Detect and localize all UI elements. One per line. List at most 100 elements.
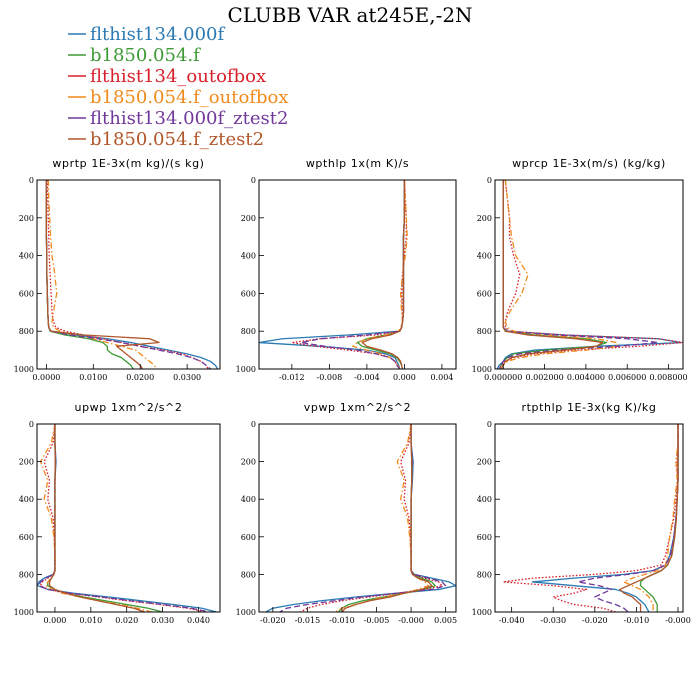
y-tick-label: 400 [477, 252, 492, 261]
series-line [531, 424, 679, 612]
series-line [37, 424, 217, 612]
x-tick-label: 0.000 [43, 616, 66, 625]
y-tick-label: 800 [477, 327, 492, 336]
y-tick-label: 600 [241, 289, 256, 298]
series-line [500, 180, 618, 369]
y-tick-label: 1000 [236, 365, 256, 374]
y-tick-label: 400 [241, 495, 256, 504]
x-tick-label: -0.040 [499, 616, 525, 625]
series-line [498, 180, 659, 369]
y-tick-label: 800 [19, 327, 34, 336]
series-line [279, 424, 447, 612]
chart-panel: vpwp 1xm^2/s^2 -0.020 -0.015 -0.010 -0.005 -0… [236, 401, 457, 625]
x-tick-label: 0.008000 [649, 373, 687, 382]
y-tick-label: 0 [487, 176, 492, 185]
plot-frame [258, 179, 457, 370]
series-line [356, 180, 406, 369]
x-tick-label: -0.004 [354, 373, 380, 382]
y-tick-label: 200 [19, 458, 34, 467]
series-line [39, 424, 206, 612]
y-tick-label: 600 [241, 533, 256, 542]
series-line [39, 424, 152, 612]
series-line [352, 180, 408, 369]
series-line [300, 180, 406, 369]
y-tick-label: 1000 [472, 365, 492, 374]
y-tick-label: 0 [487, 420, 492, 429]
x-tick-label: 0.030 [151, 616, 174, 625]
x-tick-label: 0.002000 [525, 373, 563, 382]
x-tick-label: 0.006000 [608, 373, 646, 382]
y-tick-label: 600 [19, 533, 34, 542]
panel-title: wpthlp 1x(m K)/s [306, 157, 409, 170]
x-tick-label: -0.008 [317, 373, 343, 382]
series-line [38, 424, 210, 612]
legend-entry-label: flthist134_outofbox [90, 66, 266, 87]
y-tick-label: 400 [241, 252, 256, 261]
series-line [639, 424, 679, 612]
y-tick-label: 800 [241, 570, 256, 579]
series-line [259, 180, 406, 369]
panels: wprtp 1E-3x(m kg)/(s kg)0.0000 0.0100 0.02… [14, 157, 691, 625]
series-line [45, 180, 219, 369]
legend-entry-label: flthist134.000f_ztest2 [90, 108, 288, 129]
x-tick-label: -0.015 [295, 616, 321, 625]
x-tick-label: 0.000000 [484, 373, 522, 382]
chart-panel: wpthlp 1x(m K)/s -0.012 -0.008 -0.004 0.000 0… [236, 157, 457, 382]
y-tick-label: 600 [477, 533, 492, 542]
series-line [619, 424, 679, 612]
y-tick-label: 200 [19, 214, 34, 223]
series-line [46, 180, 209, 369]
x-tick-label: -0.030 [540, 616, 566, 625]
x-tick-label: 0.000 [393, 373, 416, 382]
chart-panel: rtpthlp 1E-3x(kg K)/kg -0.040 -0.030 -0.020… [472, 401, 691, 625]
legend-entry-label: flthist134.000f [90, 24, 225, 45]
series-line [577, 424, 679, 612]
y-tick-label: 0 [251, 420, 256, 429]
y-tick-label: 800 [19, 570, 34, 579]
legend: flthist134.000fb1850.054.fflthist134_out… [68, 24, 288, 150]
y-tick-label: 400 [477, 495, 492, 504]
y-tick-label: 200 [477, 458, 492, 467]
legend-entry-label: b1850.054.f_outofbox [90, 87, 288, 108]
chart-panel: upwp 1xm^2/s^2 0.000 0.010 0.020 0.030 0.040 0… [14, 401, 221, 625]
chart-title: CLUBB VAR at245E,-2N [227, 3, 472, 27]
y-tick-label: 400 [19, 252, 34, 261]
panel-title: wprtp 1E-3x(m kg)/(s kg) [52, 157, 204, 170]
series-line [334, 424, 430, 612]
x-tick-label: 0.010 [79, 616, 102, 625]
legend-entry-label: b1850.054.f_ztest2 [90, 129, 264, 150]
x-tick-label: -0.020 [260, 616, 286, 625]
x-tick-label: -0.010 [329, 616, 355, 625]
x-tick-label: 0.004 [430, 373, 453, 382]
x-tick-label: -0.012 [279, 373, 305, 382]
x-tick-label: 0.040 [187, 616, 210, 625]
x-tick-label: 0.0200 [126, 373, 154, 382]
y-tick-label: 800 [241, 327, 256, 336]
panel-title: wprcp 1E-3x(m/s) (kg/kg) [512, 157, 666, 170]
x-tick-label: 0.004000 [567, 373, 605, 382]
series-line [45, 180, 160, 369]
y-tick-label: 0 [29, 176, 34, 185]
x-tick-label: 0.0000 [32, 373, 60, 382]
x-tick-label: -0.000 [398, 616, 424, 625]
panel-title: rtpthlp 1E-3x(kg K)/kg [522, 401, 657, 414]
panel-title: upwp 1xm^2/s^2 [75, 401, 183, 414]
y-tick-label: 200 [241, 458, 256, 467]
series-line [48, 424, 145, 612]
x-tick-label: 0.0300 [173, 373, 201, 382]
series-line [341, 424, 433, 612]
y-tick-label: 1000 [14, 365, 34, 374]
series-line [338, 424, 436, 612]
plot-frame [36, 423, 221, 613]
series-line [623, 424, 679, 612]
y-tick-label: 600 [477, 289, 492, 298]
plot-frame [36, 179, 221, 370]
y-tick-label: 0 [251, 176, 256, 185]
series-line [300, 424, 443, 612]
legend-entry-label: b1850.054.f [90, 45, 201, 66]
series-line [502, 424, 679, 612]
x-tick-label: 0.020 [115, 616, 138, 625]
x-tick-label: -0.020 [582, 616, 608, 625]
x-tick-label: -0.005 [364, 616, 390, 625]
